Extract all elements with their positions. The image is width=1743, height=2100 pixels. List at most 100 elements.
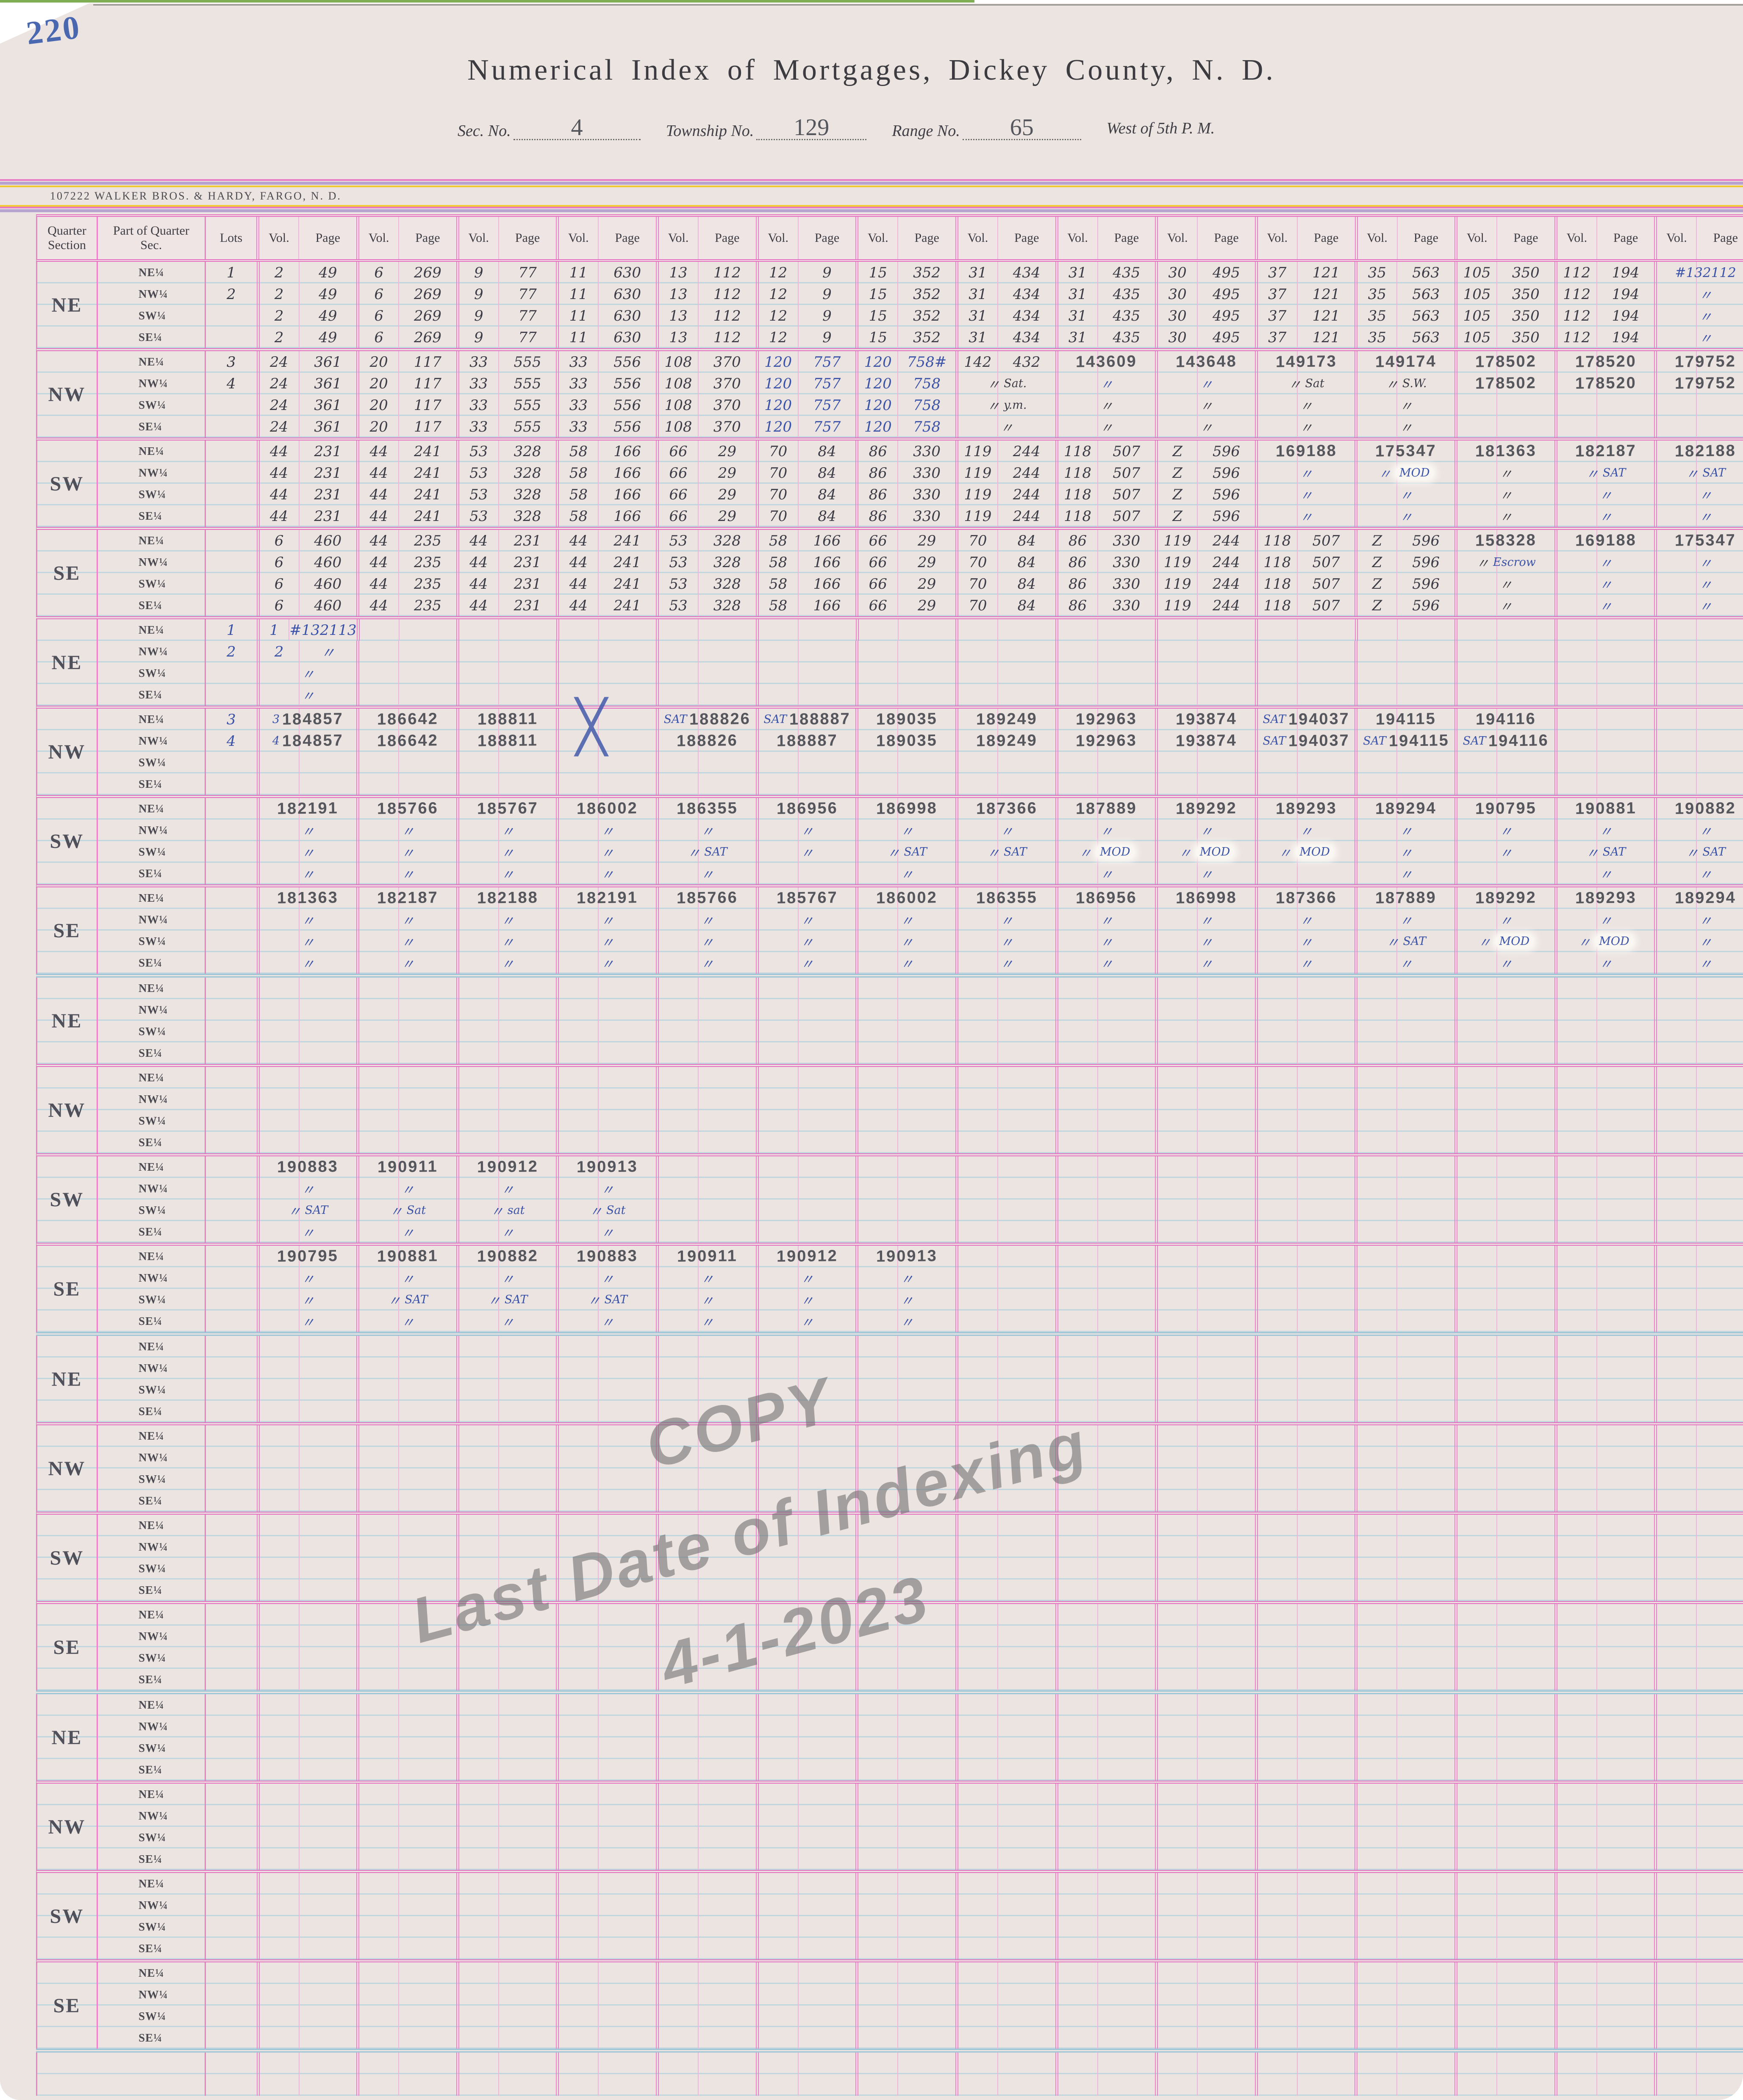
vol-page-cell — [1155, 1379, 1255, 1401]
quarter-block-ne: NE NE¼ NW¼ SW¼ SE¼ — [36, 1336, 1743, 1425]
table-row: NW¼ 44 231 44 241 53 328 58 166 66 29 70 84 86 330 119 2… — [98, 462, 1743, 484]
vol-page-cell: 〃 y.m. — [955, 394, 1055, 416]
vol-page-cell — [556, 1536, 656, 1558]
ledger-body: NE NE¼ 1 2 49 6 269 9 77 11 630 13 112 12 9 15 352 31 434 3… — [36, 262, 1743, 2096]
vol-page-cell — [1055, 1246, 1155, 1267]
vol-page-cell — [556, 1358, 656, 1379]
vol-page-cell: 187889 — [1354, 887, 1454, 909]
table-row: NE¼ — [98, 1784, 1743, 1805]
lots-cell: 4 — [226, 375, 236, 392]
vol-page-cell — [755, 1221, 856, 1243]
vol-page-cell — [1654, 2053, 1743, 2074]
vol-page-cell: 186642 — [356, 709, 456, 730]
vol-page-cell — [1055, 1200, 1155, 1221]
part-label: NE¼ — [98, 1425, 206, 1447]
vol-page-cell: 193874 — [1155, 730, 1255, 752]
header-page: Page — [615, 231, 640, 245]
lots-cell — [206, 2027, 257, 2049]
part-label: SW¼ — [98, 1289, 206, 1310]
part-label: SE¼ — [98, 1938, 206, 1959]
lots-cell — [206, 1221, 257, 1243]
vol-page-cell: 〃 — [1654, 909, 1743, 931]
vol-page-cell — [1454, 1895, 1554, 1916]
ditto-mark: 〃 — [1386, 935, 1399, 950]
vol-page-cell — [855, 1110, 955, 1132]
vol-page-cell: 〃 — [1055, 863, 1155, 884]
document-number-stamp: 188826 — [676, 731, 738, 750]
vol-page-cell: 〃 — [1654, 952, 1743, 974]
part-label: SE¼ — [98, 773, 206, 795]
document-number-stamp: 194116 — [1488, 731, 1549, 750]
vol-page-cell — [656, 752, 756, 773]
vol-page-cell — [656, 662, 756, 684]
vol-page-cell — [256, 752, 357, 773]
vol-page-cell: 〃 — [656, 931, 756, 952]
header-vol-page-pair: Vol. Page — [855, 217, 955, 259]
vol-page-cell: 〃 sat — [456, 1200, 556, 1221]
vol-page-cell — [556, 1021, 656, 1042]
vol-page-cell — [1454, 863, 1554, 884]
vol-page-cell: 187889 — [1055, 798, 1155, 820]
vol-page-cell — [656, 1759, 756, 1781]
lots-cell — [206, 1827, 257, 1848]
vol-page-cell: 〃 — [755, 909, 856, 931]
vol-page-cell — [1255, 1895, 1355, 1916]
lots-cell — [206, 662, 257, 684]
vol-page-cell: 〃 — [755, 841, 856, 863]
vol-page-cell: 86 330 — [855, 462, 955, 484]
vol-page-cell: 〃 — [1354, 394, 1454, 416]
vol-page-cell — [356, 1716, 456, 1737]
lots-cell — [206, 1358, 257, 1379]
vol-page-cell — [1454, 662, 1554, 684]
vol-page-cell — [1654, 1110, 1743, 1132]
vol-page-cell — [356, 662, 456, 684]
vol-page-cell: 86 330 — [1055, 595, 1155, 616]
vol-page-cell: 190911 — [356, 1156, 456, 1178]
table-row: SW¼ — [98, 1110, 1743, 1132]
vol-page-cell — [1155, 1938, 1255, 1959]
vol-page-cell — [356, 1984, 456, 2006]
vol-page-cell: 119 244 — [955, 484, 1055, 505]
vol-page-cell — [855, 1089, 955, 1110]
ditto-mark: 〃 — [1178, 846, 1192, 861]
table-row: NE¼ — [98, 1067, 1743, 1089]
vol-page-cell — [456, 1579, 556, 1601]
document-number-stamp: 188811 — [477, 710, 538, 729]
ink-annotation: MOD — [1395, 466, 1434, 480]
vol-page-cell — [356, 1938, 456, 1959]
vol-page-cell: 118 507 — [1055, 441, 1155, 462]
part-label: NE¼ — [98, 1156, 206, 1178]
vol-page-cell — [1454, 1626, 1554, 1647]
vol-page-cell — [656, 1178, 756, 1200]
document-number-stamp: 190912 — [776, 1247, 838, 1266]
vol-page-cell: 118 507 — [1055, 505, 1155, 527]
quarter-block-se: SE NE¼ 190795 190881 190882 190883 190911 19091… — [36, 1246, 1743, 1332]
vol-page-cell — [1055, 1694, 1155, 1716]
table-row: SE¼ 〃 — [98, 684, 1743, 706]
vol-page-cell — [456, 1938, 556, 1959]
vol-page-cell: 〃 — [855, 909, 955, 931]
ink-annotation: SAT — [1702, 466, 1726, 479]
table-row: NE¼ 190883 190911 190912 190913 — [98, 1156, 1743, 1178]
vol-page-cell — [1255, 1984, 1355, 2006]
document-number-stamp: 188887 — [789, 710, 851, 729]
vol-page-cell: 〃 — [1354, 505, 1454, 527]
vol-page-cell: 189293 — [1554, 887, 1654, 909]
vol-page-cell — [356, 1873, 456, 1895]
vol-page-cell — [1554, 1067, 1654, 1089]
vol-page-cell: 70 84 — [955, 573, 1055, 595]
vol-page-cell — [1155, 619, 1255, 641]
table-row: SE¼ — [98, 1938, 1743, 1959]
vol-page-cell — [356, 1579, 456, 1601]
vol-page-cell: 〃 — [256, 662, 357, 684]
vol-page-cell — [256, 1827, 357, 1848]
vol-page-cell: 108 370 — [656, 351, 756, 373]
lots-cell — [206, 863, 257, 884]
vol-page-cell — [1255, 2053, 1355, 2074]
vol-page-cell — [1055, 1490, 1155, 1512]
vol-page-cell — [1055, 1669, 1155, 1690]
part-label: SE¼ — [98, 1579, 206, 1601]
vol-page-cell: 58 166 — [556, 462, 656, 484]
vol-page-cell — [456, 662, 556, 684]
vol-page-cell — [1554, 1873, 1654, 1895]
